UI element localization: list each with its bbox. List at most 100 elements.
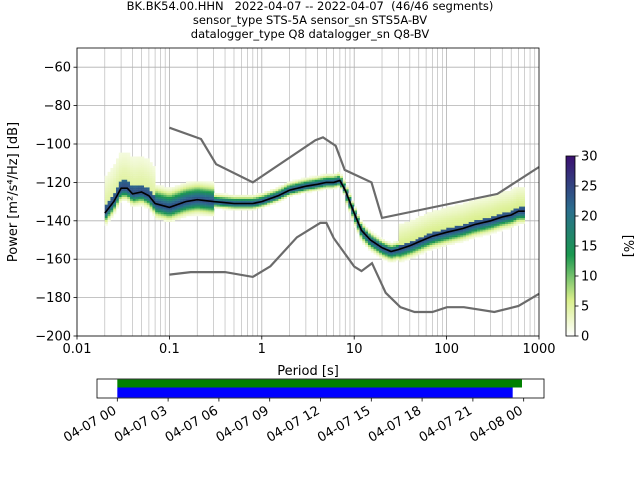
ppsd-cell [412,235,416,238]
ppsd-cell [373,250,377,253]
ppsd-cell [367,235,372,238]
ppsd-cell [370,231,374,234]
ppsd-cell [401,252,405,255]
ppsd-cell [174,202,178,205]
ppsd-cell [311,177,316,180]
ppsd-cell [121,152,125,155]
timeline-tick-label: 04-07 12 [264,403,322,445]
ppsd-cell [359,235,363,238]
ppsd-cell [510,192,514,196]
ppsd-cell [390,248,394,251]
ppsd-cell [116,204,120,207]
ppsd-cell [163,200,167,203]
ppsd-cell [169,212,173,215]
ppsd-cell [421,242,425,245]
ppsd-cell [127,164,131,167]
ppsd-cell [387,244,391,247]
ppsd-cell [267,192,271,196]
ppsd-cell [362,235,366,238]
ppsd-cell [510,225,514,228]
ppsd-cell [521,212,525,215]
ppsd-cell [166,219,170,222]
ppsd-cell [457,216,461,219]
ppsd-cell [435,244,439,247]
ppsd-cell [303,187,307,190]
ppsd-cell [163,216,167,219]
ppsd-cell [421,240,425,244]
ppsd-cell [185,206,190,209]
ppsd-cell [477,233,481,236]
ppsd-cell [121,168,125,171]
ppsd-cell [157,210,162,213]
ppsd-cell [144,162,148,165]
ppsd-cell [205,192,209,196]
ppsd-cell [275,200,279,203]
ppsd-cell [127,191,131,194]
ppsd-cell [177,210,181,213]
ppsd-cell [395,252,400,255]
ppsd-cell [104,217,108,221]
ppsd-cell [395,250,400,253]
ppsd-cell [107,189,111,192]
ppsd-cell [261,192,265,196]
ppsd-cell [348,194,352,197]
ppsd-cell [463,219,467,222]
ppsd-cell [429,231,433,234]
ppsd-cell [264,196,268,199]
ppsd-cell [370,248,374,251]
ppsd-cell [418,233,422,236]
ppsd-cell [230,198,234,201]
ppsd-cell [516,194,520,197]
ppsd-cell [426,217,430,221]
ppsd-cell [155,200,159,203]
ppsd-cell [194,183,198,186]
ppsd-cell [144,196,148,199]
ppsd-cell [493,196,497,199]
ppsd-cell [457,219,461,222]
ppsd-cell [443,235,447,238]
ppsd-cell [432,227,436,230]
ppsd-cell [104,212,108,215]
ppsd-cell [155,185,159,188]
ppsd-cell [412,229,416,232]
ppsd-cell [107,214,111,217]
ppsd-cell [516,202,520,205]
ppsd-cell [124,166,128,169]
ppsd-cell [465,231,470,234]
ppsd-cell [409,225,414,228]
ppsd-cell [440,244,444,247]
ppsd-cell [488,233,492,236]
ppsd-cell [460,214,464,217]
ppsd-cell [306,183,310,186]
ppsd-cell [407,246,411,249]
ppsd-cell [141,179,145,182]
ppsd-cell [485,210,489,213]
ppsd-cell [208,196,212,199]
ppsd-cell [132,179,136,182]
ppsd-cell [505,214,509,217]
ppsd-cell [415,250,419,253]
ppsd-cell [451,237,456,240]
ppsd-cell [292,185,296,188]
ppsd-cell [314,189,318,192]
ppsd-cell [401,225,405,228]
ppsd-cell [502,196,506,199]
ppsd-cell [384,240,388,244]
ppsd-cell [177,191,181,194]
ppsd-cell [146,183,150,186]
ppsd-cell [337,177,341,180]
ppsd-cell [169,196,173,199]
ppsd-cell [435,217,439,221]
ppsd-cell [116,179,120,182]
ppsd-cell [432,221,436,224]
ppsd-cell [471,204,475,207]
ppsd-cell [479,219,483,222]
ppsd-cell [429,244,433,247]
ppsd-cell [250,204,254,207]
ppsd-cell [381,256,386,259]
ppsd-cell [121,173,125,176]
ppsd-cell [454,221,458,224]
ppsd-cell [488,221,492,224]
ppsd-cell [185,181,190,184]
